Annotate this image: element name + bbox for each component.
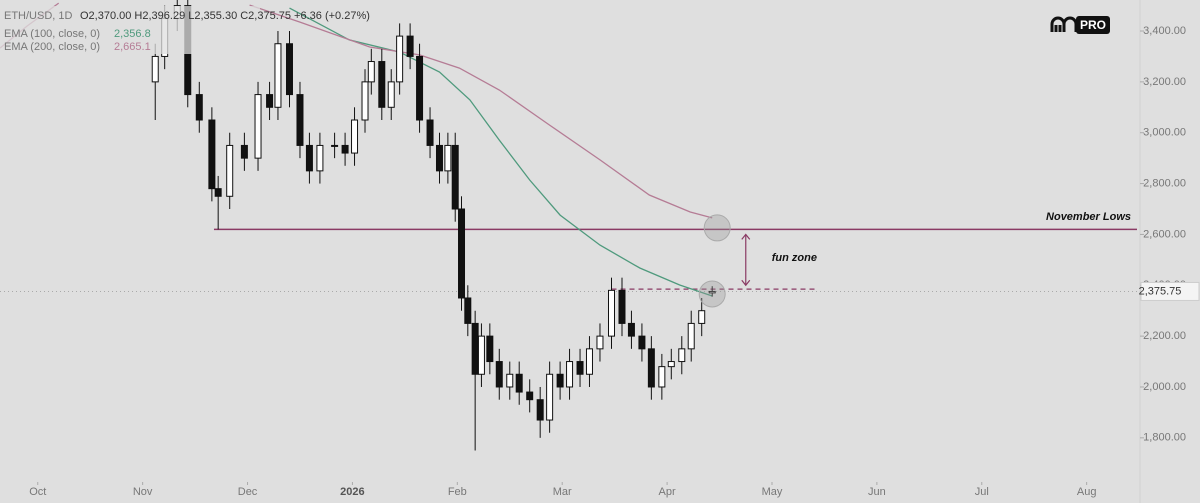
candle-body [667,361,675,368]
candle-body [341,144,349,154]
x-tick-label: Apr [659,486,676,498]
candle-body [378,61,386,108]
zone-label: fun zone [772,252,817,264]
candle-body [585,348,593,375]
y-tick-label: 3,400.00 [1143,25,1186,37]
candle-body [698,310,706,324]
candle-body [627,322,635,337]
candle-body [608,289,616,337]
candle-body [396,35,404,83]
logo-icon [1050,16,1078,32]
candle-body [226,144,234,197]
candle-body [506,373,514,388]
y-tick-label: 2,200.00 [1143,330,1186,342]
candle-body [486,335,494,363]
x-tick-label: Oct [29,486,46,498]
candle-body [658,366,666,388]
candle-body [458,208,466,299]
y-tick-label: 3,200.00 [1143,76,1186,88]
legend: ETH/USD, 1D O2,370.00 H2,396.29 L2,355.3… [0,6,370,54]
candle-body [208,119,216,190]
candle-body [266,94,274,108]
candle-body [464,297,472,324]
candle-body [536,399,544,421]
level-label: November Lows [1046,211,1131,223]
candle-body [254,94,262,159]
touch-marker [703,214,731,242]
candle-body [416,55,424,121]
logo-text: PRO [1080,18,1106,32]
candle-body [687,322,695,350]
candle-body [406,35,414,57]
y-tick-label: 2,600.00 [1143,228,1186,240]
candle-body [426,119,434,146]
candle-body [647,348,655,388]
x-tick-label: May [762,486,783,498]
legend-value: 2,356.8 [114,28,151,40]
candle-body [566,361,574,388]
y-tick-label: 1,800.00 [1143,432,1186,444]
candle-body [214,188,222,197]
legend-backdrop [0,6,260,54]
candle-body [678,348,686,363]
candle-body [515,373,523,393]
legend-value: 2,665.1 [114,41,151,53]
candle-body [638,335,646,350]
candle-body [576,361,584,375]
x-tick-label: Dec [238,486,258,498]
candle-body [477,335,485,375]
candle-body [296,94,304,146]
candle-body [444,144,452,172]
logo-badge [1076,16,1110,34]
candle-body [618,289,626,324]
zone-arrow-head [741,233,751,287]
candle-body [274,43,282,108]
price-label: 2,375.75 [1139,285,1182,297]
candle-body [351,119,359,154]
legend-name: EMA (200, close, 0) [4,41,100,53]
candle-body [361,81,369,121]
candle-body [285,43,293,96]
candle-body [471,322,479,375]
y-tick-label: 2,800.00 [1143,177,1186,189]
legend-name: EMA (100, close, 0) [4,28,100,40]
candle-body [331,144,339,147]
candle-body [195,94,203,121]
ohlc: O2,370.00 H2,396.29 L2,355.30 C2,375.75 … [80,10,370,22]
candle-body [367,61,375,83]
x-tick-label: Mar [553,486,572,498]
x-tick-label: Feb [448,486,467,498]
candle-body [151,55,159,83]
price-label-box [1140,281,1200,301]
x-tick-label: Jun [868,486,886,498]
candle-body [387,81,395,108]
y-tick-label: 2,000.00 [1143,381,1186,393]
candle-body [240,144,248,159]
y-tick-label: 3,000.00 [1143,127,1186,139]
candle-body [556,373,564,388]
symbol: ETH/USD, 1D [4,10,73,22]
candle-body [526,391,534,401]
candle-body [596,335,604,350]
x-tick-label: Nov [133,486,153,498]
candle-body [495,361,503,388]
logo: PRO [1050,16,1110,34]
x-tick-label: Jul [975,486,989,498]
candle-body [435,144,443,172]
candle-body [316,144,324,172]
candle-body [546,373,554,421]
x-tick-label: Aug [1077,486,1097,498]
touch-marker [698,280,726,308]
candle-body [708,290,716,294]
x-tick-label: 2026 [340,486,364,498]
candle-body [451,144,459,210]
candle-body [305,144,313,172]
